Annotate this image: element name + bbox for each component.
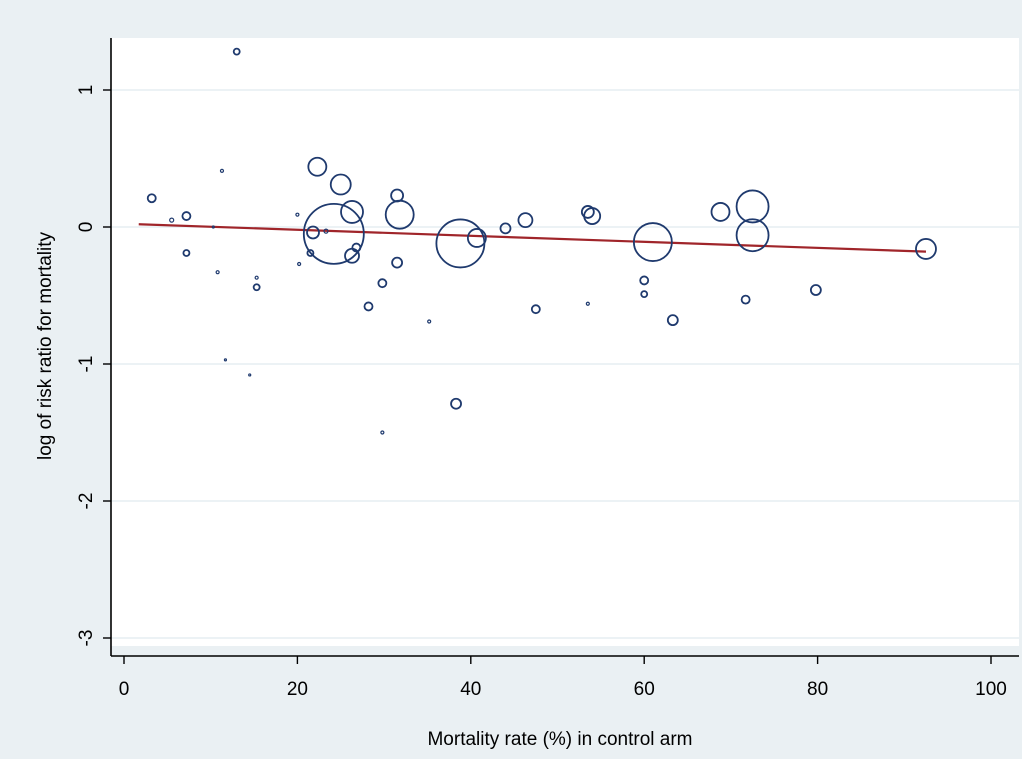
x-tick-label: 40 xyxy=(460,679,481,700)
data-point xyxy=(666,314,679,327)
data-point xyxy=(252,283,261,292)
data-point xyxy=(146,193,157,204)
fit-line xyxy=(138,223,927,253)
data-point xyxy=(632,222,673,262)
data-point xyxy=(323,228,329,234)
data-point xyxy=(182,249,191,257)
data-point xyxy=(710,202,731,222)
data-point xyxy=(580,205,595,219)
fit-line-layer xyxy=(138,223,927,253)
y-tick-label: 1 xyxy=(76,85,97,96)
x-tick-label: 60 xyxy=(634,679,655,700)
y-ticks: 1 0 -1 -2 -3 xyxy=(76,85,111,647)
x-axis-label: Mortality rate (%) in control arm xyxy=(427,729,692,750)
data-point xyxy=(466,228,487,248)
data-point xyxy=(915,238,937,260)
data-point xyxy=(219,168,225,173)
x-tick-label: 100 xyxy=(975,679,1007,700)
y-tick-label: -2 xyxy=(76,493,97,510)
y-tick-label: -3 xyxy=(76,630,97,647)
data-point xyxy=(380,430,385,435)
data-point xyxy=(450,397,462,410)
data-point xyxy=(363,301,374,312)
data-point xyxy=(427,319,432,324)
axes xyxy=(110,38,1019,657)
data-point xyxy=(735,218,770,253)
y-axis-label: log of risk ratio for mortality xyxy=(35,231,56,460)
data-points xyxy=(146,47,937,435)
data-point xyxy=(640,290,649,299)
gridlines xyxy=(111,89,1019,639)
data-point xyxy=(530,304,541,315)
data-point xyxy=(499,222,512,235)
x-tick-label: 80 xyxy=(807,679,828,700)
data-point xyxy=(232,47,241,56)
data-point xyxy=(740,294,751,305)
plot-area xyxy=(111,38,1019,646)
data-point xyxy=(223,358,228,362)
data-point xyxy=(248,373,252,377)
data-point xyxy=(384,199,415,230)
data-point xyxy=(391,256,404,269)
data-point xyxy=(583,207,602,225)
x-tick-label: 20 xyxy=(287,679,308,700)
data-point xyxy=(306,249,315,257)
data-point xyxy=(297,261,302,267)
data-point xyxy=(517,212,534,229)
x-tick-label: 0 xyxy=(119,679,130,700)
data-point xyxy=(340,200,364,224)
data-point xyxy=(585,301,590,306)
x-ticks: 0 20 40 60 80 100 xyxy=(119,656,1007,700)
y-tick-label: 0 xyxy=(76,222,97,233)
data-point xyxy=(254,275,259,280)
data-point xyxy=(639,275,650,286)
data-point xyxy=(735,189,770,224)
data-point xyxy=(351,242,362,253)
data-point xyxy=(377,278,388,289)
data-point xyxy=(169,217,175,223)
data-point xyxy=(215,270,220,275)
data-point xyxy=(306,225,320,240)
data-point xyxy=(329,173,352,196)
data-point xyxy=(181,211,192,221)
data-point xyxy=(809,284,822,296)
data-point xyxy=(295,212,300,217)
y-tick-label: -1 xyxy=(76,356,97,373)
data-point xyxy=(307,156,328,177)
data-point xyxy=(302,202,365,265)
data-point xyxy=(211,225,215,229)
